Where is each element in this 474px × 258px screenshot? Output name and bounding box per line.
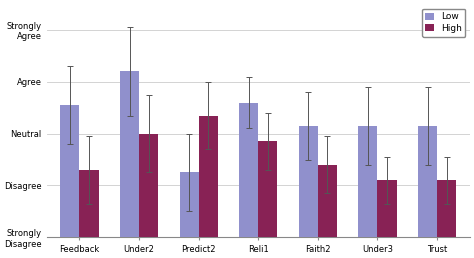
Bar <box>120 71 139 237</box>
Bar <box>258 141 277 237</box>
Bar <box>139 134 158 237</box>
Bar <box>377 180 397 237</box>
Bar <box>437 180 456 237</box>
Bar <box>239 103 258 237</box>
Bar <box>180 172 199 237</box>
Bar <box>60 105 80 237</box>
Legend: Low, High: Low, High <box>422 9 465 37</box>
Bar <box>80 170 99 237</box>
Bar <box>358 126 377 237</box>
Bar <box>299 126 318 237</box>
Bar <box>318 165 337 237</box>
Bar <box>418 126 437 237</box>
Bar <box>199 116 218 237</box>
